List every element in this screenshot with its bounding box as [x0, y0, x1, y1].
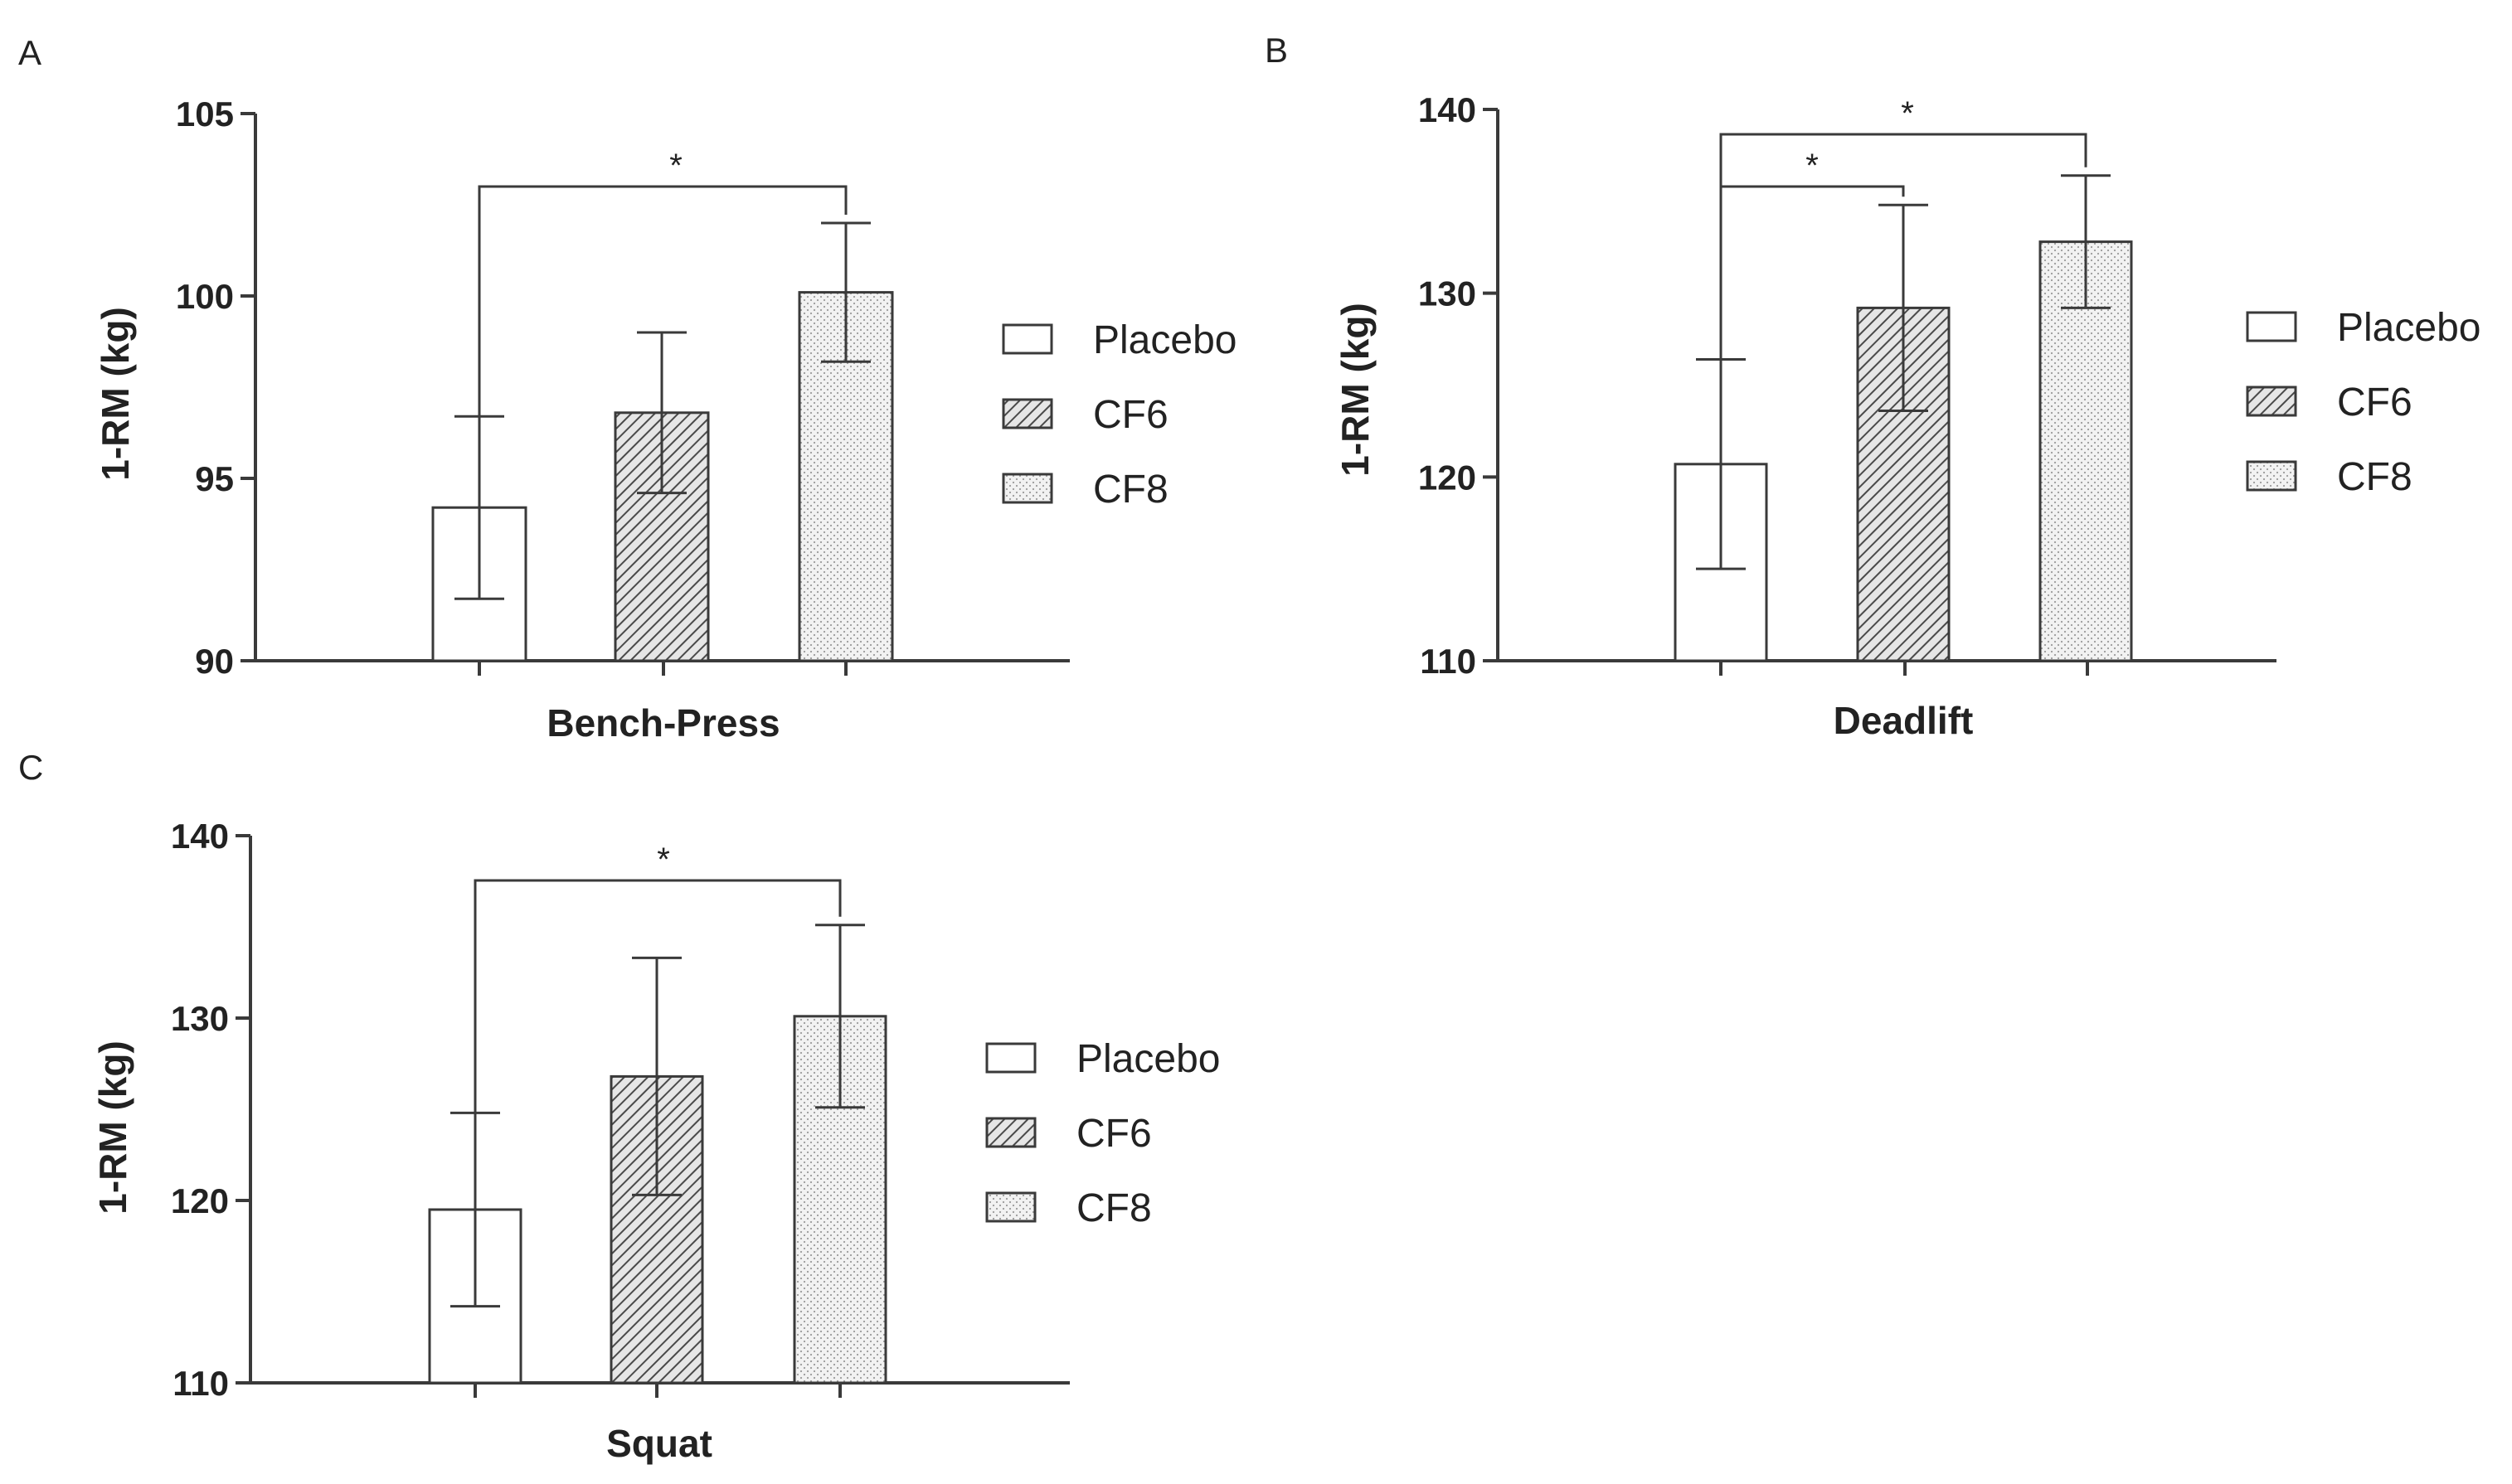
legend-swatch-cf6	[985, 1117, 1037, 1148]
x-axis-title: Squat	[606, 1422, 712, 1465]
y-tick-label: 130	[171, 999, 229, 1038]
y-tick-label: 105	[176, 95, 234, 133]
legend-label: CF8	[2337, 455, 2412, 499]
y-axis-title: 1-RM (kg)	[94, 307, 137, 481]
y-axis-title: 1-RM (kg)	[1334, 303, 1377, 477]
significance-star: *	[657, 841, 670, 878]
significance-bracket	[478, 185, 848, 417]
legend-label: Placebo	[2337, 306, 2480, 350]
panel-letter: A	[18, 33, 41, 72]
y-tick-label: 130	[1418, 274, 1476, 313]
legend-swatch-cf6	[2246, 386, 2297, 417]
y-tick-label: 120	[1418, 458, 1476, 497]
significance-star: *	[1805, 148, 1819, 184]
y-tick-label: 90	[195, 642, 234, 681]
significance-bracket	[1719, 185, 1905, 360]
panel-b: B 1-RM (kg) Deadlift 110 120 130 140 * * Place…	[1265, 31, 2480, 742]
panel-c: C 1-RM (kg) Squat 110 120 130 140 * Placebo CF…	[18, 748, 1220, 1465]
legend-swatch-cf8	[2246, 460, 2297, 492]
panel-letter: B	[1265, 31, 1288, 70]
legend-label: CF8	[1093, 468, 1169, 512]
legend-swatch-placebo	[2246, 311, 2297, 342]
y-axis-title: 1-RM (kg)	[91, 1040, 134, 1215]
legend-swatch-cf8	[1002, 473, 1053, 504]
y-tick-label: 95	[195, 459, 234, 498]
y-tick-label: 120	[171, 1181, 229, 1220]
significance-star: *	[1901, 95, 1914, 132]
legend-swatch-placebo	[985, 1042, 1037, 1074]
legend-label: Placebo	[1076, 1037, 1220, 1081]
legend-swatch-placebo	[1002, 323, 1053, 355]
legend-label: CF6	[1076, 1112, 1152, 1156]
legend-label: CF6	[1093, 393, 1169, 437]
y-tick-label: 140	[1418, 90, 1476, 129]
significance-bracket	[474, 879, 842, 1113]
x-axis-title: Bench-Press	[547, 701, 780, 744]
x-axis-title: Deadlift	[1834, 699, 1974, 742]
legend-label: Placebo	[1093, 318, 1237, 362]
y-tick-label: 140	[171, 817, 229, 856]
bar-cf8	[2038, 240, 2133, 662]
panel-letter: C	[18, 748, 43, 787]
significance-star: *	[669, 148, 683, 184]
y-tick-label: 110	[172, 1364, 229, 1403]
legend-swatch-cf6	[1002, 398, 1053, 429]
y-tick-label: 110	[1420, 642, 1476, 681]
legend-swatch-cf8	[985, 1191, 1037, 1223]
panel-a: A 1-RM (kg) Bench-Press 90 95 100 105 * Place…	[18, 33, 1237, 744]
legend-label: CF6	[2337, 381, 2412, 424]
legend-label: CF8	[1076, 1186, 1152, 1230]
y-tick-label: 100	[176, 277, 234, 316]
